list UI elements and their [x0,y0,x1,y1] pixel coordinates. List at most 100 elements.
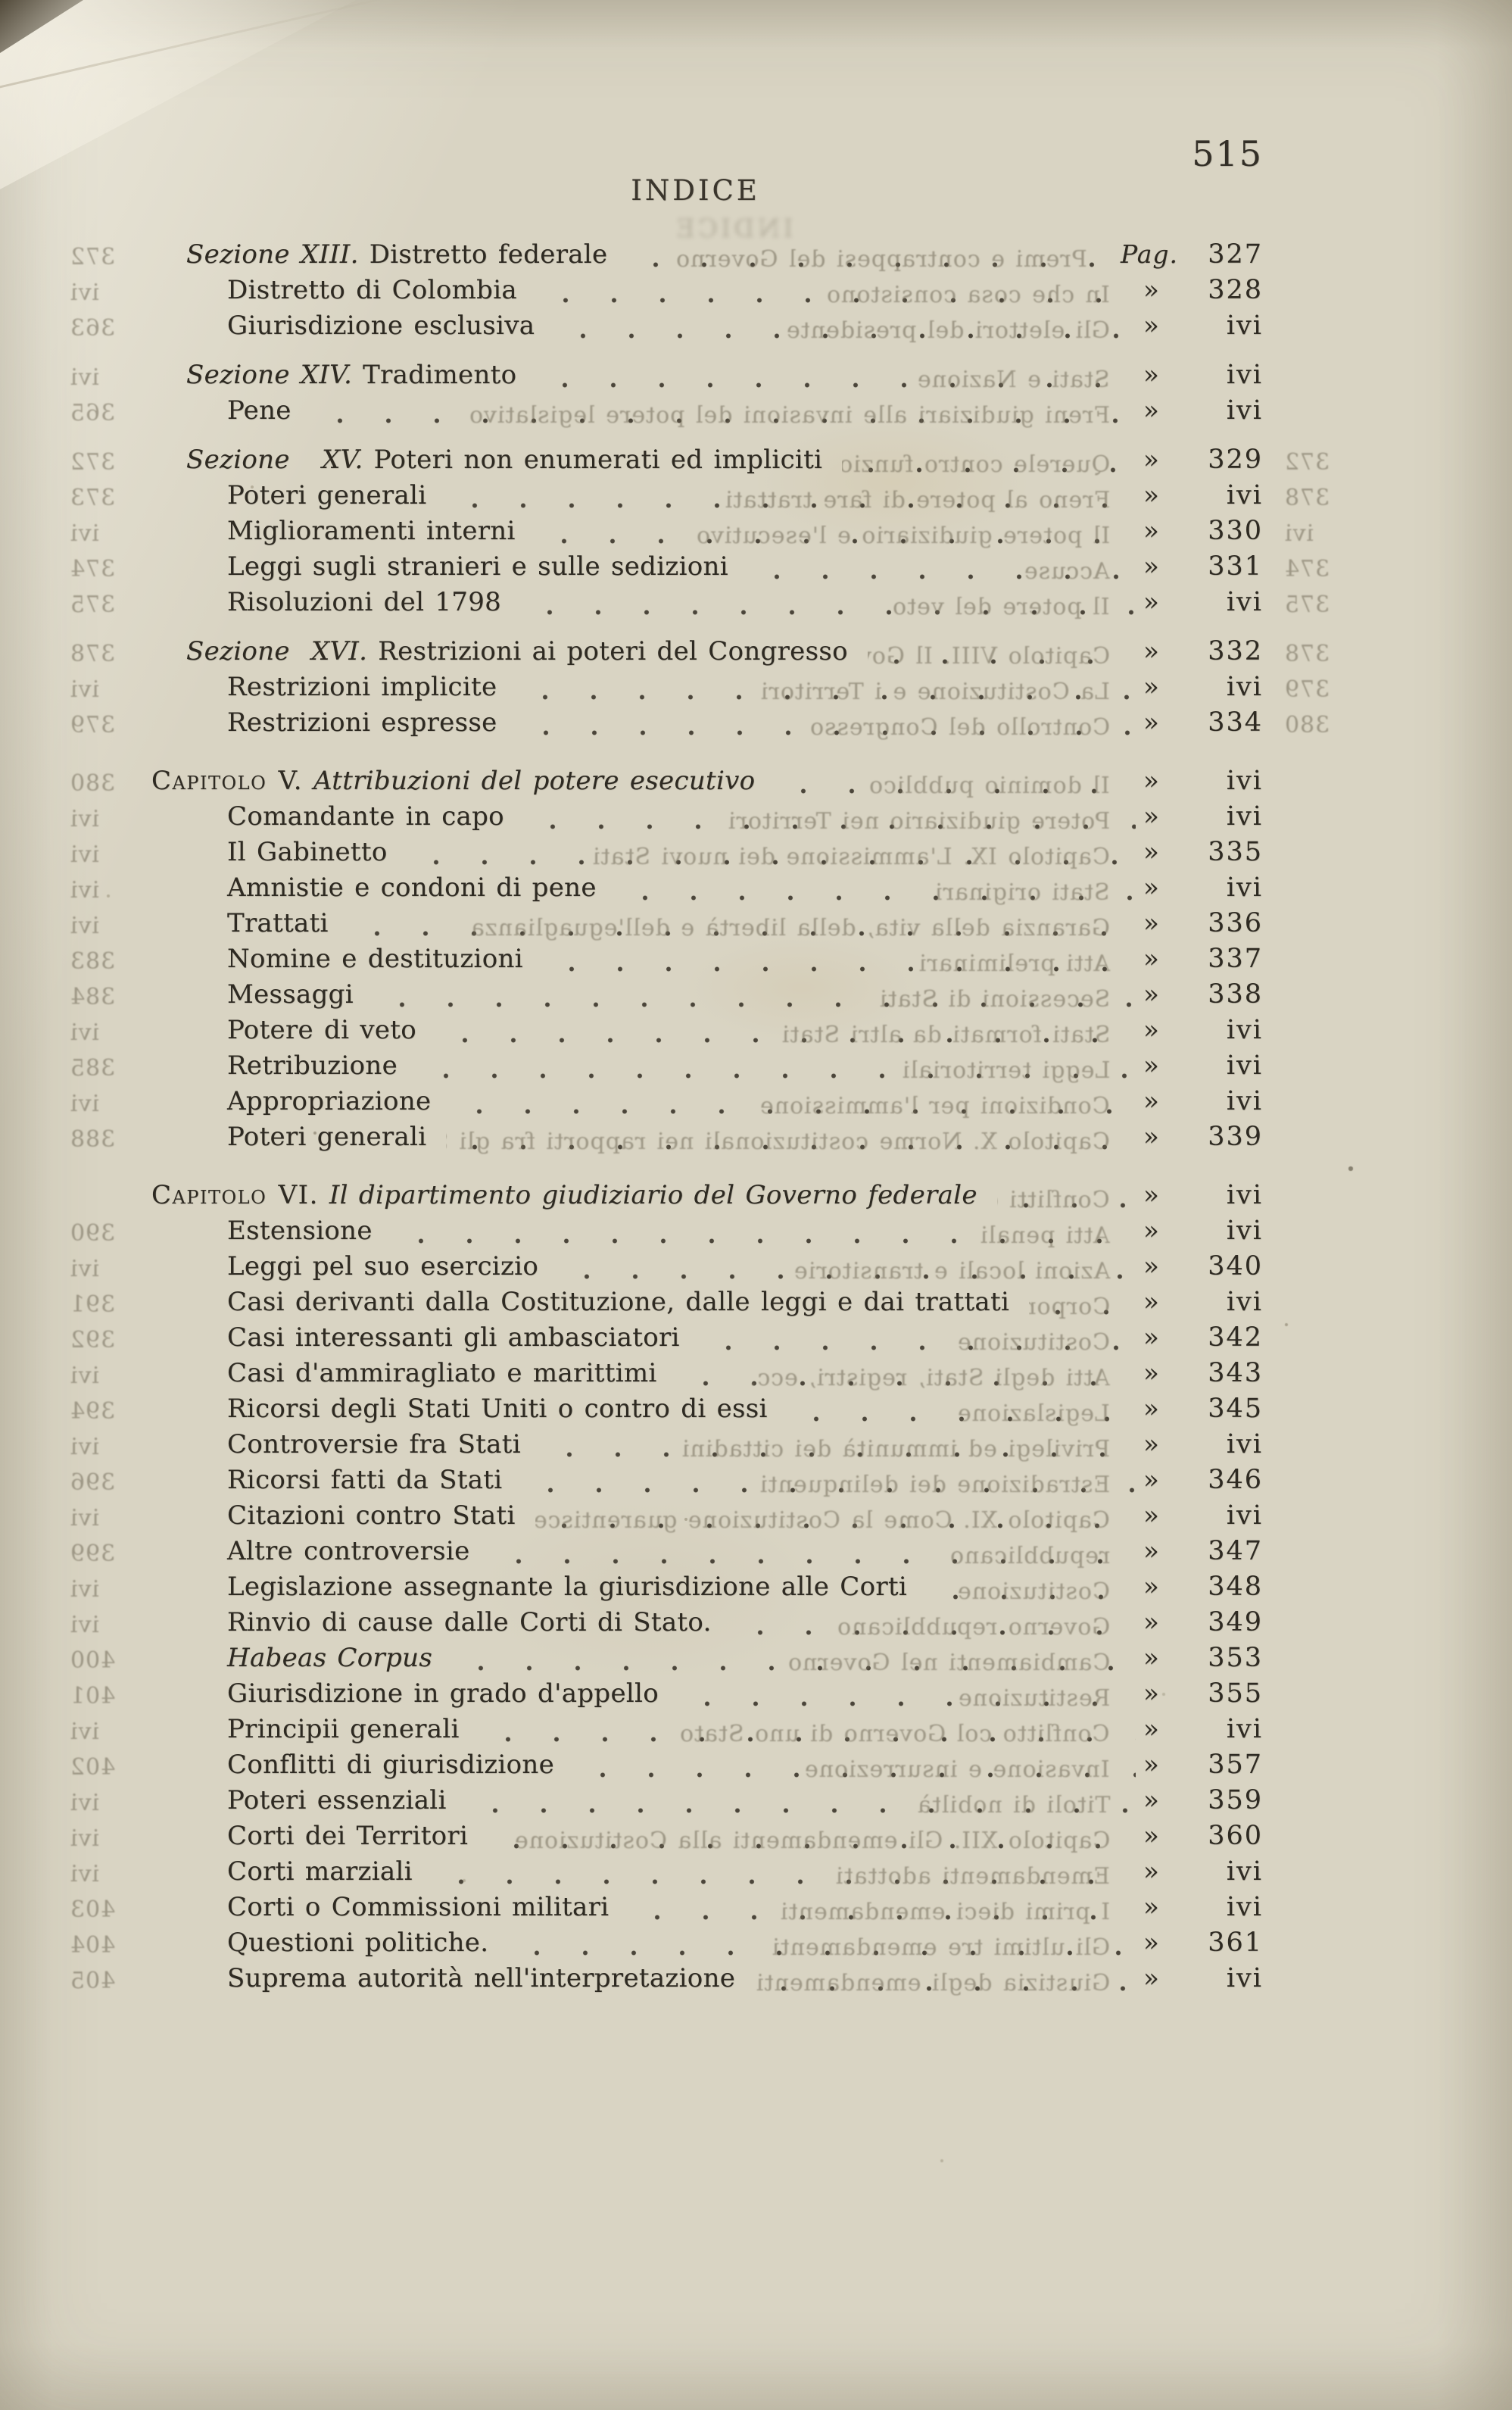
bleed-through-left-number: 383 [70,948,116,975]
bleed-through-left-number: ivi [70,676,100,703]
bleed-through-right-number: 380 [1284,712,1330,738]
row-title: Altre controversie [227,1536,470,1566]
bleed-through-left-number: 373 [70,485,116,511]
row-title: Leggi sugli stranieri e sulle sedizioni [227,551,728,582]
page-column-separator: » [1143,1358,1160,1388]
page-column-separator: » [1143,1394,1160,1424]
page-column-separator: » [1143,636,1160,666]
bleed-through-left-number: ivi [70,1505,100,1531]
dot-leader: Restituzione [678,1678,1136,1714]
bleed-through-left-number: ivi [70,520,100,547]
page-reference: ivi [1226,1086,1263,1116]
toc-row: ivi Poteri essenziali Titoli di nobiltà … [70,1785,1263,1821]
row-title: Habeas Corpus [227,1643,433,1673]
bleed-through-text-ghost: Stati e Nazione [917,367,1110,393]
row-title: Conflitti di giurisdizione [227,1750,554,1780]
bleed-through-left-number: 391 [70,1291,116,1318]
toc-row: ivi Principii generali Conflitto col Gov… [70,1714,1263,1750]
row-title: Controversie fra Stati [227,1429,521,1459]
bleed-through-left-number: 388 [70,1126,116,1153]
row-title: Ricorsi degli Stati Uniti o contro di es… [227,1394,768,1424]
page-reference: ivi [1226,801,1263,832]
page-reference: ivi [1226,311,1263,341]
dot-leader: Gli elettori del presidente [554,311,1136,346]
bleed-through-right-number: 375 [1284,592,1330,618]
page-reference: 331 [1208,551,1263,582]
page-column-separator: » [1143,1714,1160,1744]
toc-row: ivi Appropriazione Condizioni per l'ammi… [70,1086,1263,1122]
bleed-through-left-number: 401 [70,1683,116,1709]
page-reference: ivi [1226,766,1263,796]
bleed-through-text-ghost: Costituzione [957,1578,1110,1605]
bleed-through-text-ghost: Atti preliminari [918,951,1110,977]
bleed-through-left-number: 402 [70,1754,116,1781]
page-reference: 332 [1208,636,1263,666]
dot-leader: Estradizione dei delinquenti [522,1465,1136,1500]
row-prefix: Capitolo VI. [151,1180,319,1210]
bleed-through-text-ghost: In che cosa consistono [826,282,1110,308]
toc-row: 374 Leggi sugli stranieri e sulle sedizi… [70,551,1330,587]
page-column-separator: » [1143,1429,1160,1459]
bleed-through-right-number: ivi [1284,520,1314,547]
bleed-through-left-number: 379 [70,712,116,738]
row-title: Risoluzioni del 1798 [227,587,502,617]
toc-row: 373 Poteri generali Freno al potere di f… [70,480,1330,516]
bleed-through-left-number: ivi [70,364,100,391]
page-column-separator: » [1143,1856,1160,1887]
page-column-separator: » [1143,1963,1160,1993]
page-reference: 349 [1208,1607,1263,1637]
dot-leader: Corporazioni [1029,1287,1136,1322]
page-number: 515 [1192,133,1263,174]
bleed-through-text-ghost: Capitolo VIII. Il Governo dei Territori [868,643,1110,670]
page-reference: 335 [1208,837,1263,867]
page-reference: ivi [1226,1015,1263,1045]
page-reference: ivi [1226,360,1263,390]
bleed-through-left-number: ivi [70,1825,100,1852]
toc-row: 365 Pene Freni giudiziari alle invasioni… [70,395,1263,431]
page-column-separator: Pag. [1120,239,1178,269]
row-title: Leggi pel suo esercizio [227,1251,539,1281]
page-column-separator: » [1143,1607,1160,1637]
dot-leader: Atti penali [391,1216,1136,1251]
row-title: Questioni politiche. [227,1928,489,1958]
bleed-through-right-number: 374 [1284,556,1330,582]
bleed-through-text-ghost: Il potere giudiziario e l'esecutivo [695,523,1110,549]
dot-leader: Garanzia della vita, della libertà e del… [348,908,1136,944]
page-column-separator: » [1143,1287,1160,1317]
bleed-through-left-number: 399 [70,1541,116,1567]
page-column-separator: » [1143,480,1160,510]
bleed-through-text-ghost: Stati originari [934,879,1110,906]
dot-leader: Secessioni di Stati [373,979,1136,1015]
page-column-separator: » [1143,1821,1160,1851]
toc-row: ivi Corti dei Territori Capitolo XII. Gl… [70,1821,1263,1856]
bleed-through-left-number: ivi [70,913,100,939]
bleed-through-left-number: ivi [70,1719,100,1745]
toc-row: 401 Giurisdizione in grado d'appello Res… [70,1678,1263,1714]
row-title: Casi derivanti dalla Costituzione, dalle… [227,1287,1010,1317]
bleed-through-left-number: ivi [70,1790,100,1816]
toc-row: 380 Capitolo V. Attribuzioni del potere … [70,766,1263,801]
row-title: Il Gabinetto [227,837,388,867]
page-reference: ivi [1226,1216,1263,1246]
toc-row: ivi Amnistie e condoni di pene Stati ori… [70,873,1263,908]
page-title: INDICE [631,174,760,207]
toc-row: ivi Rinvio di cause dalle Corti di Stato… [70,1607,1263,1643]
dot-leader: Governo repubblicano [731,1607,1136,1643]
bleed-through-left-number: 375 [70,592,116,618]
bleed-through-text-ghost: Capitolo IX. L'ammissione dei nuovi Stat… [592,844,1110,870]
row-title: Estensione [227,1216,373,1246]
page-column-separator: » [1143,1015,1160,1045]
page-column-separator: » [1143,360,1160,390]
row-prefix: Sezione XIV. [186,360,353,390]
page-reference: ivi [1226,1856,1263,1887]
row-title: Restrizioni espresse [227,707,497,738]
toc-row: ivi Corti marziali Emendamenti adottati … [70,1856,1263,1892]
bleed-through-text-ghost: Il dominio pubblico [868,773,1110,799]
dot-leader: Premi e contrappesi del Governo [627,239,1113,275]
dot-leader: Il potere giudiziario e l'esecutivo [535,516,1136,551]
row-title: Amnistie e condoni di pene [227,873,597,903]
page-reference: 339 [1208,1122,1263,1152]
page-reference: 355 [1208,1678,1263,1709]
row-title: Restrizioni ai poteri del Congresso [378,636,848,666]
page-reference: 361 [1208,1928,1263,1958]
